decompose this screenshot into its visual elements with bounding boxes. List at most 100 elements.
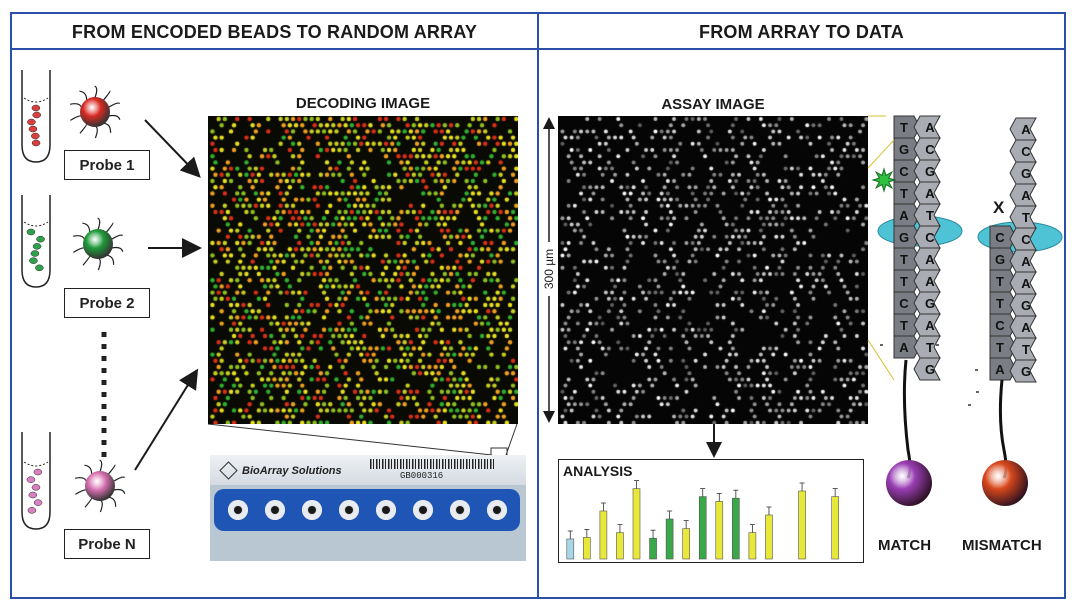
probe-bead-2 bbox=[73, 217, 124, 271]
tube-probe-2 bbox=[21, 195, 51, 288]
slide-well bbox=[487, 500, 507, 520]
nucleotide-letter: G bbox=[925, 296, 935, 311]
slide-brand: BioArray Solutions bbox=[242, 465, 342, 477]
probe-bead-3 bbox=[75, 459, 126, 513]
tube-bead bbox=[33, 499, 43, 506]
decoding-image bbox=[208, 116, 518, 424]
nucleotide-letter: C bbox=[899, 164, 909, 179]
nucleotide-letter: C bbox=[925, 142, 935, 157]
tube-bead bbox=[27, 118, 36, 126]
nucleotide bbox=[1009, 359, 1037, 383]
match-label: MATCH bbox=[878, 537, 932, 554]
nucleotide-letter: C bbox=[995, 230, 1005, 245]
nucleotide-letter: A bbox=[925, 120, 935, 135]
right-panel-title: FROM ARRAY TO DATA bbox=[699, 22, 904, 42]
tube-bead bbox=[36, 235, 45, 243]
assay-image bbox=[558, 116, 868, 424]
analysis-bar bbox=[831, 496, 839, 560]
title-separator-right bbox=[539, 48, 1064, 50]
analysis-bar bbox=[649, 537, 657, 560]
tube-bead bbox=[32, 243, 42, 250]
tube-probe-1 bbox=[21, 70, 51, 163]
mismatch-label: MISMATCH bbox=[962, 537, 1042, 554]
nucleotide-letter: A bbox=[1021, 122, 1031, 137]
slide-well bbox=[376, 500, 396, 520]
tube-bead bbox=[31, 484, 41, 491]
nucleotide-letter: G bbox=[1021, 298, 1031, 313]
arrow-probe-1 bbox=[144, 119, 201, 178]
nucleotide-letter: G bbox=[899, 142, 909, 157]
tube-bead bbox=[31, 139, 41, 147]
nucleotide-letter: A bbox=[925, 318, 935, 333]
decoding-image-title: DECODING IMAGE bbox=[295, 95, 431, 112]
nucleotide-letter: C bbox=[925, 230, 935, 245]
arrow-probe-n bbox=[134, 368, 199, 471]
nucleotide-letter: C bbox=[1021, 144, 1031, 159]
nucleotide-letter: T bbox=[900, 252, 908, 267]
nucleotide-letter: G bbox=[1021, 166, 1031, 181]
nucleotide-letter: A bbox=[1021, 276, 1031, 291]
analysis-bar bbox=[583, 537, 591, 560]
fluorescent-label-icon bbox=[871, 167, 897, 193]
analysis-bar bbox=[732, 497, 740, 560]
nucleotide-letter: T bbox=[1022, 210, 1030, 225]
nucleotide-letter: A bbox=[925, 252, 935, 267]
tube-bead bbox=[29, 257, 38, 264]
match-bead bbox=[886, 460, 932, 506]
analysis-chart-box bbox=[558, 459, 864, 563]
nucleotide-letter: A bbox=[925, 186, 935, 201]
probe-bead-1 bbox=[70, 85, 121, 139]
probe-n-label: Probe N bbox=[64, 529, 150, 559]
tube-bead bbox=[28, 125, 38, 133]
nucleotide-letter: T bbox=[900, 274, 908, 289]
analysis-bar bbox=[698, 496, 707, 560]
analysis-title: ANALYSIS bbox=[563, 463, 633, 479]
nucleotide-letter: A bbox=[1021, 254, 1031, 269]
slide-barcode bbox=[370, 459, 495, 469]
tube-bead bbox=[26, 476, 36, 483]
nucleotide-letter: T bbox=[996, 340, 1004, 355]
tube-probe-n bbox=[21, 432, 51, 530]
nucleotide-letter: T bbox=[926, 208, 934, 223]
slide-well bbox=[265, 500, 285, 520]
analysis-bar bbox=[632, 488, 641, 560]
nucleotide-letter: A bbox=[1021, 188, 1031, 203]
probe-1-label: Probe 1 bbox=[64, 150, 150, 180]
nucleotide-letter: T bbox=[900, 186, 908, 201]
nucleotide-letter: G bbox=[899, 230, 909, 245]
mismatch-mark: X bbox=[993, 198, 1005, 217]
title-separator-left bbox=[12, 48, 537, 50]
nucleotide-letter: T bbox=[900, 120, 908, 135]
nucleotide-letter: A bbox=[899, 208, 909, 223]
nucleotide-letter: G bbox=[925, 164, 935, 179]
slide-barcode-number: GB000316 bbox=[400, 471, 444, 481]
nucleotide-letter: C bbox=[899, 296, 909, 311]
nucleotide-letter: T bbox=[996, 274, 1004, 289]
nucleotide-letter: T bbox=[900, 318, 908, 333]
nucleotide-letter: A bbox=[925, 274, 935, 289]
assay-to-analysis-arrow bbox=[706, 424, 722, 458]
slide-well-band bbox=[214, 489, 520, 531]
nucleotide-letter: G bbox=[995, 252, 1005, 267]
probe-2-label: Probe 2 bbox=[64, 288, 150, 318]
nucleotide-letter: C bbox=[995, 318, 1005, 333]
mismatch-bead bbox=[982, 460, 1028, 506]
slide-well bbox=[450, 500, 470, 520]
tube-bead bbox=[31, 132, 40, 140]
slide-well bbox=[339, 500, 359, 520]
nucleotide-letter: A bbox=[899, 340, 909, 355]
tube-bead bbox=[35, 264, 44, 272]
nucleotide bbox=[913, 357, 941, 381]
nucleotide-letter: G bbox=[1021, 364, 1031, 379]
tube-bead bbox=[28, 491, 38, 499]
tube-bead bbox=[33, 468, 43, 476]
nucleotide-letter: A bbox=[995, 362, 1005, 377]
nucleotide-letter: T bbox=[1022, 342, 1030, 357]
nucleotide-letter: T bbox=[926, 340, 934, 355]
left-panel-title: FROM ENCODED BEADS TO RANDOM ARRAY bbox=[71, 22, 478, 42]
nucleotide-letter: T bbox=[996, 296, 1004, 311]
